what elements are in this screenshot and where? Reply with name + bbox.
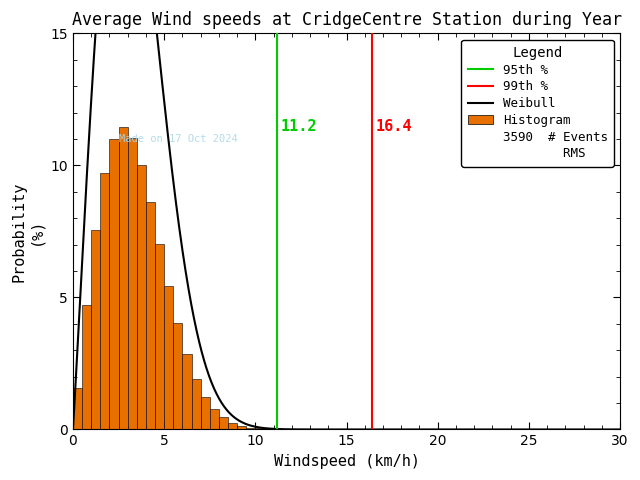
Bar [118,128,127,430]
Text: 16.4: 16.4 [376,119,412,134]
Bar [210,409,219,430]
Text: Made on 17 Oct 2024: Made on 17 Oct 2024 [118,134,237,144]
Title: Average Wind speeds at CridgeCentre Station during Year: Average Wind speeds at CridgeCentre Stat… [72,11,621,29]
Weibull [500,427,508,432]
Y-axis label: Probability
(%): Probability (%) [11,181,44,282]
Text: 11.2: 11.2 [281,119,317,134]
Weibull [69,426,77,432]
Bar [127,138,137,430]
Bar [173,323,182,430]
Bar [255,429,264,430]
Bar [155,244,164,430]
Bar [73,388,82,430]
Bar [82,305,91,430]
Bar [246,428,255,430]
X-axis label: Windspeed (km/h): Windspeed (km/h) [273,454,420,469]
Bar [182,354,191,430]
Bar [164,286,173,430]
Bar [228,422,237,430]
Weibull [601,427,609,432]
Bar [109,139,118,430]
Bar [237,426,246,430]
Weibull [616,427,624,432]
Weibull [335,427,343,432]
Bar [146,202,155,430]
Bar [191,379,200,430]
Bar [219,418,228,430]
Legend: 95th %, 99th %, Weibull, Histogram, 3590  # Events,         RMS: 95th %, 99th %, Weibull, Histogram, 3590… [461,40,614,167]
Weibull [321,427,328,432]
Bar [100,173,109,430]
Bar [200,396,210,430]
Weibull [600,427,608,432]
Bar [91,230,100,430]
Line: Weibull: Weibull [73,0,620,430]
Bar [137,165,146,430]
